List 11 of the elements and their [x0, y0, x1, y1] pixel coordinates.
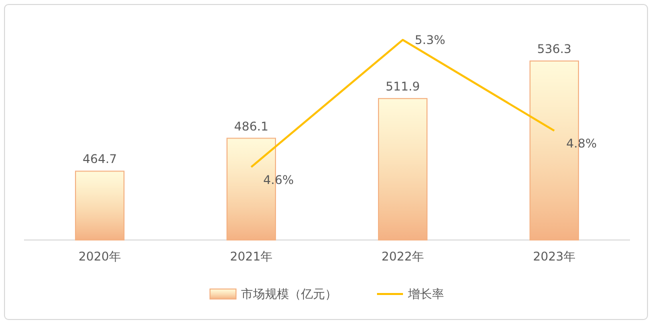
legend-label: 增长率 — [407, 287, 444, 301]
data-label: 486.1 — [234, 119, 268, 134]
x-tick-label: 2022年 — [381, 250, 424, 264]
data-label: 536.3 — [537, 42, 572, 56]
data-label: 464.7 — [82, 152, 117, 166]
legend-label: 市场规模（亿元） — [241, 287, 337, 301]
x-tick-label: 2023年 — [532, 250, 576, 264]
data-label: 511.9 — [386, 80, 420, 94]
x-tick-label: 2020年 — [78, 250, 122, 264]
data-label: 5.3% — [414, 32, 446, 47]
x-tick-label: 2021年 — [230, 250, 273, 264]
